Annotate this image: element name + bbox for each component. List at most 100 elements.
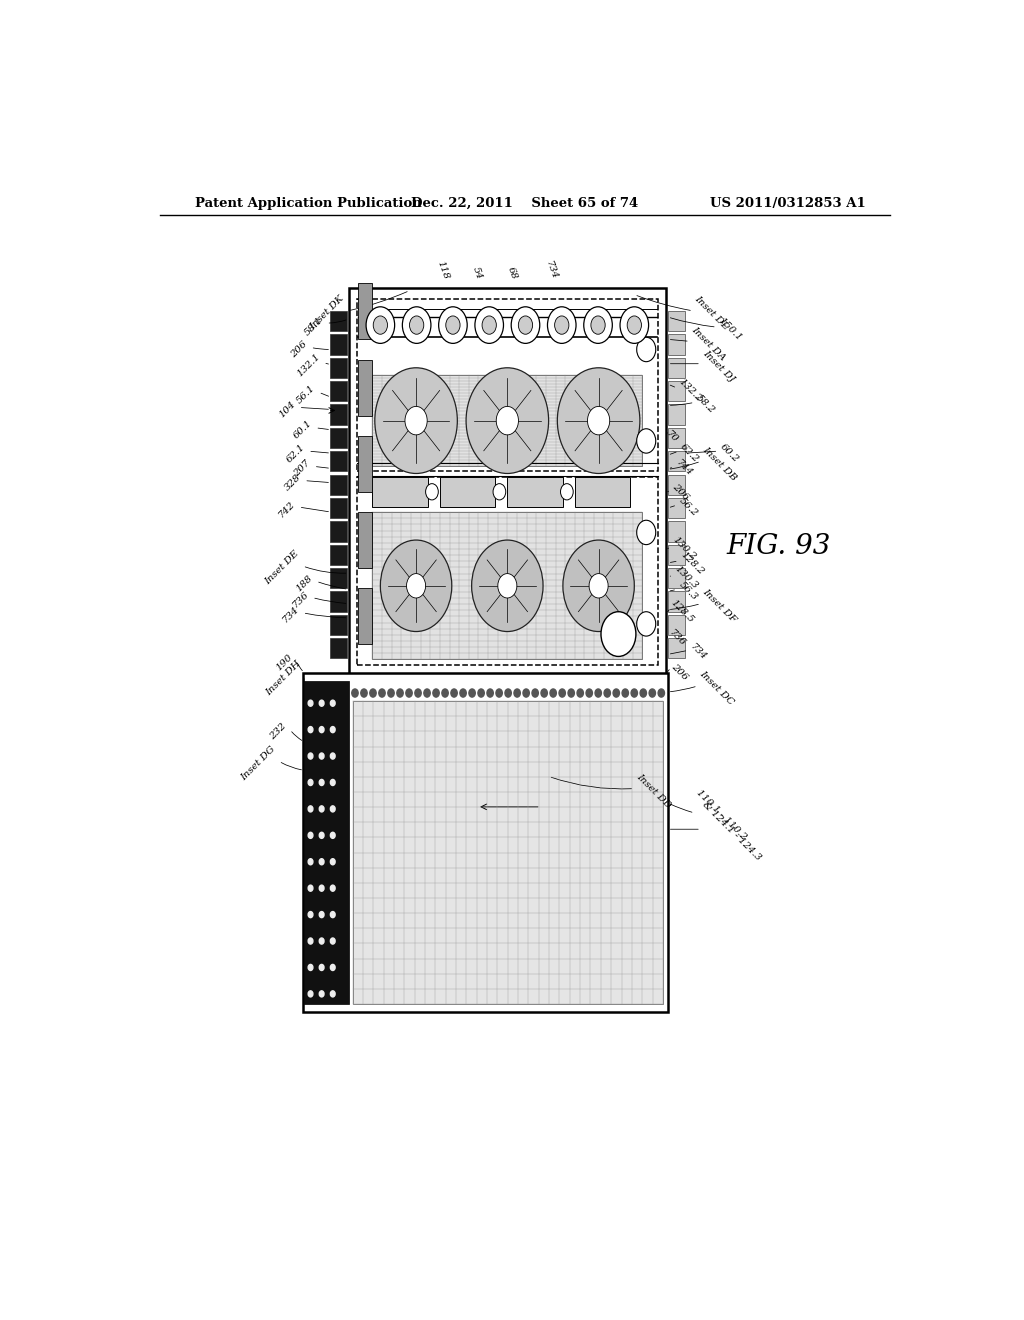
Circle shape bbox=[308, 965, 313, 970]
Circle shape bbox=[319, 939, 324, 944]
Bar bbox=[668, 404, 685, 425]
Bar bbox=[330, 451, 347, 471]
Circle shape bbox=[331, 805, 335, 812]
Circle shape bbox=[637, 520, 655, 545]
Circle shape bbox=[466, 368, 549, 474]
Bar bbox=[668, 310, 685, 331]
Text: 734: 734 bbox=[688, 643, 709, 663]
Text: Inset DD: Inset DD bbox=[634, 772, 672, 809]
Text: FIG. 93: FIG. 93 bbox=[727, 533, 830, 560]
Circle shape bbox=[319, 912, 324, 917]
Text: Dec. 22, 2011    Sheet 65 of 74: Dec. 22, 2011 Sheet 65 of 74 bbox=[412, 197, 638, 210]
Bar bbox=[668, 521, 685, 541]
Text: 188: 188 bbox=[295, 573, 314, 593]
Circle shape bbox=[621, 306, 648, 343]
Bar bbox=[358, 359, 373, 416]
Circle shape bbox=[331, 726, 335, 733]
Circle shape bbox=[469, 689, 475, 697]
Circle shape bbox=[563, 540, 634, 631]
Circle shape bbox=[308, 779, 313, 785]
Bar bbox=[330, 358, 347, 378]
Circle shape bbox=[541, 689, 548, 697]
Bar bbox=[358, 589, 373, 644]
Bar bbox=[348, 289, 666, 675]
Text: 206: 206 bbox=[289, 339, 309, 359]
Bar bbox=[373, 375, 642, 466]
Text: 60.1: 60.1 bbox=[292, 418, 313, 441]
Bar bbox=[356, 477, 658, 664]
Circle shape bbox=[402, 306, 431, 343]
Circle shape bbox=[388, 689, 394, 697]
Circle shape bbox=[380, 540, 452, 631]
Circle shape bbox=[511, 306, 540, 343]
Circle shape bbox=[319, 991, 324, 997]
Bar bbox=[373, 512, 642, 660]
Text: Inset DJ: Inset DJ bbox=[701, 348, 736, 383]
Bar bbox=[668, 591, 685, 611]
Bar bbox=[330, 521, 347, 541]
Bar bbox=[330, 381, 347, 401]
Circle shape bbox=[308, 726, 313, 733]
Circle shape bbox=[308, 859, 313, 865]
Circle shape bbox=[591, 315, 605, 334]
Circle shape bbox=[442, 689, 449, 697]
Circle shape bbox=[379, 689, 385, 697]
Text: 742: 742 bbox=[278, 499, 297, 519]
Circle shape bbox=[584, 306, 612, 343]
Bar bbox=[668, 381, 685, 401]
Circle shape bbox=[475, 306, 504, 343]
Circle shape bbox=[514, 689, 520, 697]
Circle shape bbox=[308, 833, 313, 838]
Text: Inset DF: Inset DF bbox=[701, 587, 738, 624]
Bar bbox=[330, 404, 347, 425]
Circle shape bbox=[375, 368, 458, 474]
Bar bbox=[507, 477, 563, 507]
Bar bbox=[330, 474, 347, 495]
Circle shape bbox=[604, 689, 610, 697]
Text: 128.5: 128.5 bbox=[670, 598, 696, 624]
Circle shape bbox=[588, 407, 609, 434]
Bar bbox=[358, 284, 373, 339]
Bar bbox=[304, 681, 348, 1005]
Circle shape bbox=[658, 689, 665, 697]
Circle shape bbox=[637, 338, 655, 362]
Circle shape bbox=[331, 779, 335, 785]
Text: 104: 104 bbox=[278, 400, 297, 420]
Circle shape bbox=[640, 689, 646, 697]
Bar bbox=[330, 591, 347, 611]
Circle shape bbox=[319, 779, 324, 785]
Bar bbox=[668, 474, 685, 495]
Circle shape bbox=[331, 700, 335, 706]
Circle shape bbox=[367, 306, 394, 343]
Bar bbox=[668, 334, 685, 355]
Bar bbox=[668, 358, 685, 378]
Circle shape bbox=[589, 574, 608, 598]
Circle shape bbox=[308, 912, 313, 917]
Circle shape bbox=[319, 726, 324, 733]
Circle shape bbox=[494, 483, 506, 500]
Circle shape bbox=[496, 689, 503, 697]
Text: 62.1: 62.1 bbox=[285, 442, 306, 465]
Circle shape bbox=[406, 689, 413, 697]
Circle shape bbox=[627, 315, 641, 334]
Circle shape bbox=[557, 368, 640, 474]
Circle shape bbox=[498, 574, 517, 598]
Circle shape bbox=[578, 689, 584, 697]
Circle shape bbox=[451, 689, 458, 697]
Text: Inset DG: Inset DG bbox=[240, 744, 278, 783]
Circle shape bbox=[460, 689, 466, 697]
Circle shape bbox=[445, 315, 460, 334]
Circle shape bbox=[308, 752, 313, 759]
Text: Inset DE: Inset DE bbox=[263, 549, 301, 586]
Circle shape bbox=[424, 689, 430, 697]
Circle shape bbox=[331, 886, 335, 891]
Bar bbox=[668, 615, 685, 635]
Bar bbox=[330, 615, 347, 635]
Circle shape bbox=[331, 965, 335, 970]
Text: 734: 734 bbox=[282, 605, 301, 624]
Circle shape bbox=[433, 689, 439, 697]
Text: 132.2: 132.2 bbox=[677, 376, 703, 404]
Circle shape bbox=[523, 689, 529, 697]
Circle shape bbox=[438, 306, 467, 343]
Circle shape bbox=[623, 689, 629, 697]
